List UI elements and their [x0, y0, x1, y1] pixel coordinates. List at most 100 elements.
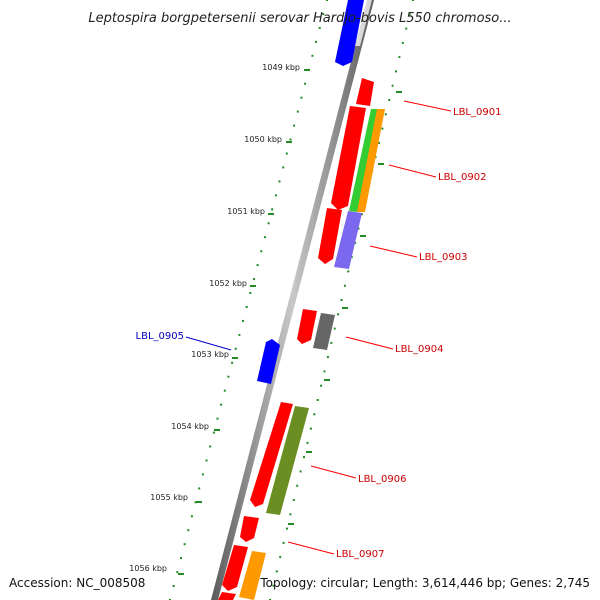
feature-green-0902[interactable] — [349, 109, 378, 212]
scale-dot — [306, 441, 309, 444]
scale-label-1055: 1055 kbp — [150, 493, 188, 502]
scale-dot — [194, 501, 197, 504]
feature-orange-0902[interactable] — [357, 109, 385, 212]
scale-dot — [398, 56, 401, 59]
scale-dot — [326, 356, 329, 359]
scale-dot — [223, 389, 226, 392]
scale-dot — [282, 166, 285, 169]
scale-dot — [299, 470, 302, 473]
scale-dot — [286, 527, 288, 530]
scale-dot — [357, 227, 360, 230]
gene-lbl-0905[interactable] — [257, 339, 280, 384]
label-line-0901 — [403, 100, 452, 112]
label-line-0907 — [287, 541, 335, 555]
gene-label-0906[interactable]: LBL_0906 — [358, 474, 406, 485]
scale-dot — [360, 213, 363, 216]
scale-dot — [220, 403, 223, 406]
scale-label-1051: 1051 kbp — [227, 207, 265, 216]
scale-dot — [293, 124, 296, 127]
scale-dot — [323, 370, 326, 373]
scale-dot — [340, 299, 343, 301]
scale-dot — [249, 292, 252, 294]
scale-dot — [260, 250, 263, 253]
scale-dot — [384, 113, 387, 116]
gene-label-0902[interactable]: LBL_0902 — [438, 172, 486, 183]
scale-label-1049: 1049 kbp — [262, 63, 300, 72]
gene-red-0902[interactable] — [331, 106, 366, 210]
scale-dot — [172, 585, 175, 587]
scale-dot — [289, 513, 292, 516]
scale-dot — [271, 208, 274, 211]
feature-gray-0904[interactable] — [313, 313, 335, 350]
scale-dot — [318, 26, 321, 29]
scale-label-1056: 1056 kbp — [129, 564, 167, 573]
scale-dot — [201, 473, 204, 476]
scale-dot — [238, 333, 241, 336]
scale-dot — [205, 459, 208, 462]
gene-red-0904[interactable] — [297, 309, 317, 344]
gene-label-0901[interactable]: LBL_0901 — [453, 107, 501, 118]
gene-red-0901[interactable] — [356, 78, 374, 106]
scale-dot — [381, 127, 384, 130]
scale-dot — [343, 284, 346, 287]
scale-label-1050: 1050 kbp — [244, 135, 282, 144]
scale-dot — [320, 384, 323, 387]
gene-red-0903[interactable] — [318, 208, 342, 264]
scale-dot — [378, 141, 380, 144]
scale-dot — [401, 41, 404, 44]
scale-dot — [337, 313, 340, 316]
scale-dot — [231, 361, 234, 364]
scale-dot — [296, 110, 299, 113]
topology-text: Topology: circular; Length: 3,614,446 bp… — [259, 576, 590, 590]
gene-red-0906[interactable] — [250, 402, 293, 507]
scale-dot — [330, 341, 333, 344]
scale-dot — [209, 445, 212, 448]
scale-label-1054: 1054 kbp — [171, 422, 209, 431]
scale-dot — [391, 84, 394, 87]
gene-label-0905[interactable]: LBL_0905 — [136, 331, 184, 342]
map-title: Leptospira borgpetersenii serovar Hardjo… — [88, 11, 511, 26]
scale-dot — [289, 138, 292, 141]
scale-dot — [267, 222, 270, 225]
scale-dot — [227, 375, 230, 378]
scale-dot — [347, 270, 350, 273]
scale-dot — [303, 456, 305, 459]
scale-dot — [279, 556, 282, 559]
scale-dot — [256, 264, 259, 267]
feature-orange-bottom[interactable] — [239, 551, 266, 600]
gene-red-0907[interactable] — [240, 516, 259, 542]
label-line-0905 — [185, 336, 232, 351]
chromosome-backbone — [211, 0, 374, 600]
gene-label-0907[interactable]: LBL_0907 — [336, 549, 384, 560]
label-line-0906 — [310, 465, 357, 479]
scale-dot — [333, 327, 336, 330]
scale-dot — [234, 347, 237, 350]
scale-dot — [395, 70, 397, 73]
scale-dot — [326, 0, 328, 1]
scale-dot — [278, 180, 281, 183]
scale-dot — [296, 484, 299, 487]
gene-red-bottom-2[interactable] — [218, 592, 236, 600]
scale-dot — [212, 431, 215, 434]
scale-dot — [292, 499, 295, 501]
gene-reverse-top[interactable] — [335, 0, 364, 66]
gene-red-bottom-1[interactable] — [222, 545, 248, 591]
scale-dot — [187, 529, 190, 532]
scale-dot — [183, 543, 186, 546]
scale-dot — [272, 584, 275, 587]
scale-dot — [408, 13, 411, 16]
scale-dot — [245, 306, 248, 308]
scale-dot — [405, 27, 408, 30]
feature-olive-0906[interactable] — [266, 406, 309, 515]
scale-dot — [216, 417, 219, 420]
gene-label-0903[interactable]: LBL_0903 — [419, 252, 467, 263]
scale-dot — [316, 399, 319, 401]
scale-dot — [285, 152, 288, 155]
gene-label-0904[interactable]: LBL_0904 — [395, 344, 443, 355]
scale-dot — [253, 278, 255, 281]
scale-dot — [275, 570, 278, 573]
feature-purple-0903[interactable] — [334, 211, 362, 269]
scale-label-1053: 1053 kbp — [191, 350, 229, 359]
